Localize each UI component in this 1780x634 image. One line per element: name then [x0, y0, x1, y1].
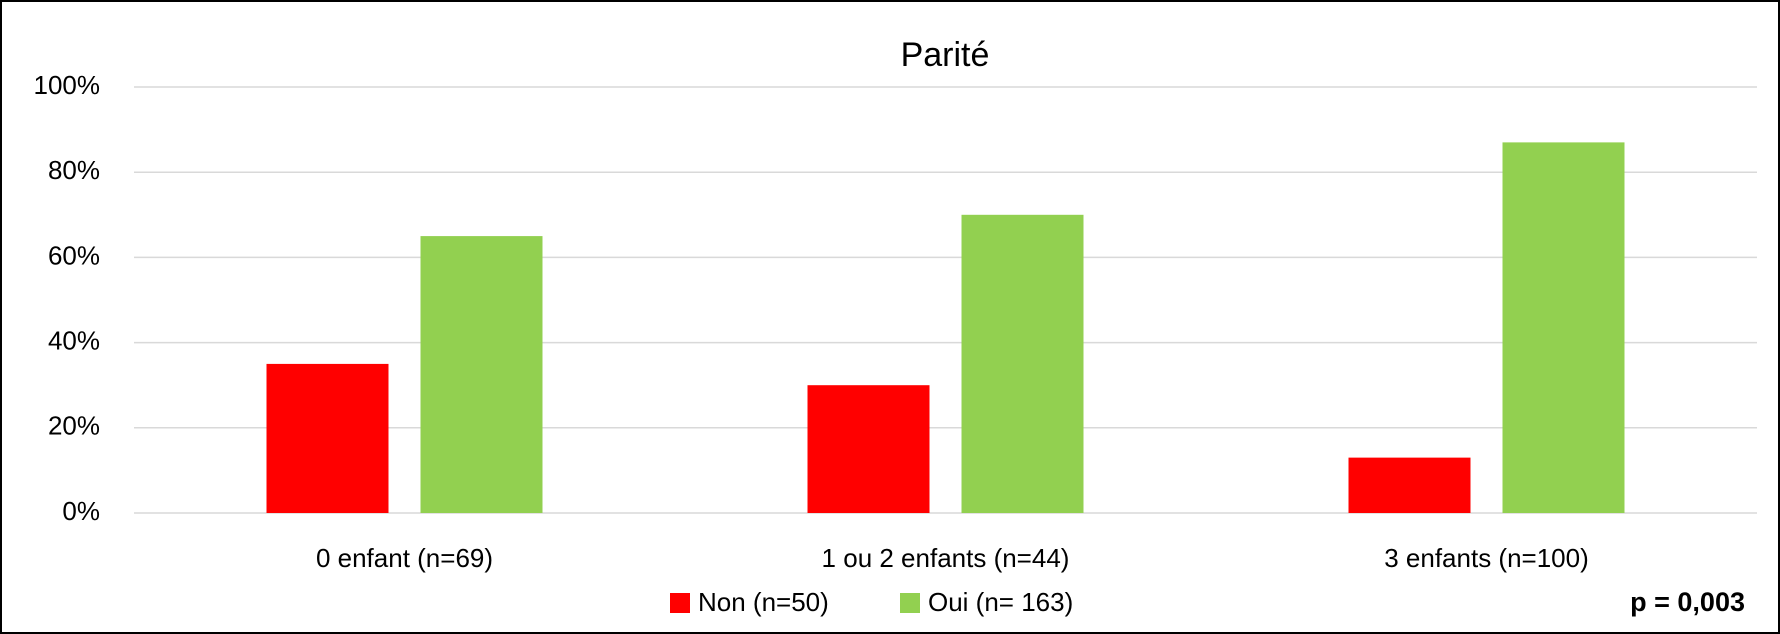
bar [266, 363, 389, 513]
y-tick-label: 60% [48, 240, 100, 270]
bar [961, 214, 1084, 514]
legend-label: Non (n=50) [698, 587, 829, 617]
annotation: p = 0,003 [1630, 587, 1745, 617]
chart-title: Parité [901, 36, 990, 74]
y-tick-label: 100% [34, 70, 101, 100]
legend-swatch [670, 593, 690, 613]
bar [420, 236, 543, 513]
y-tick-label: 40% [48, 325, 100, 355]
legend-label: Oui (n= 163) [928, 587, 1073, 617]
y-tick-label: 80% [48, 155, 100, 185]
x-tick-label: 1 ou 2 enfants (n=44) [822, 543, 1070, 573]
legend-swatch [900, 593, 920, 613]
bar [1348, 457, 1471, 513]
bar [1502, 142, 1625, 513]
x-tick-label: 0 enfant (n=69) [316, 543, 493, 573]
y-tick-label: 20% [48, 411, 100, 441]
x-tick-label: 3 enfants (n=100) [1384, 543, 1589, 573]
bar [807, 385, 930, 513]
y-tick-label: 0% [62, 496, 100, 526]
